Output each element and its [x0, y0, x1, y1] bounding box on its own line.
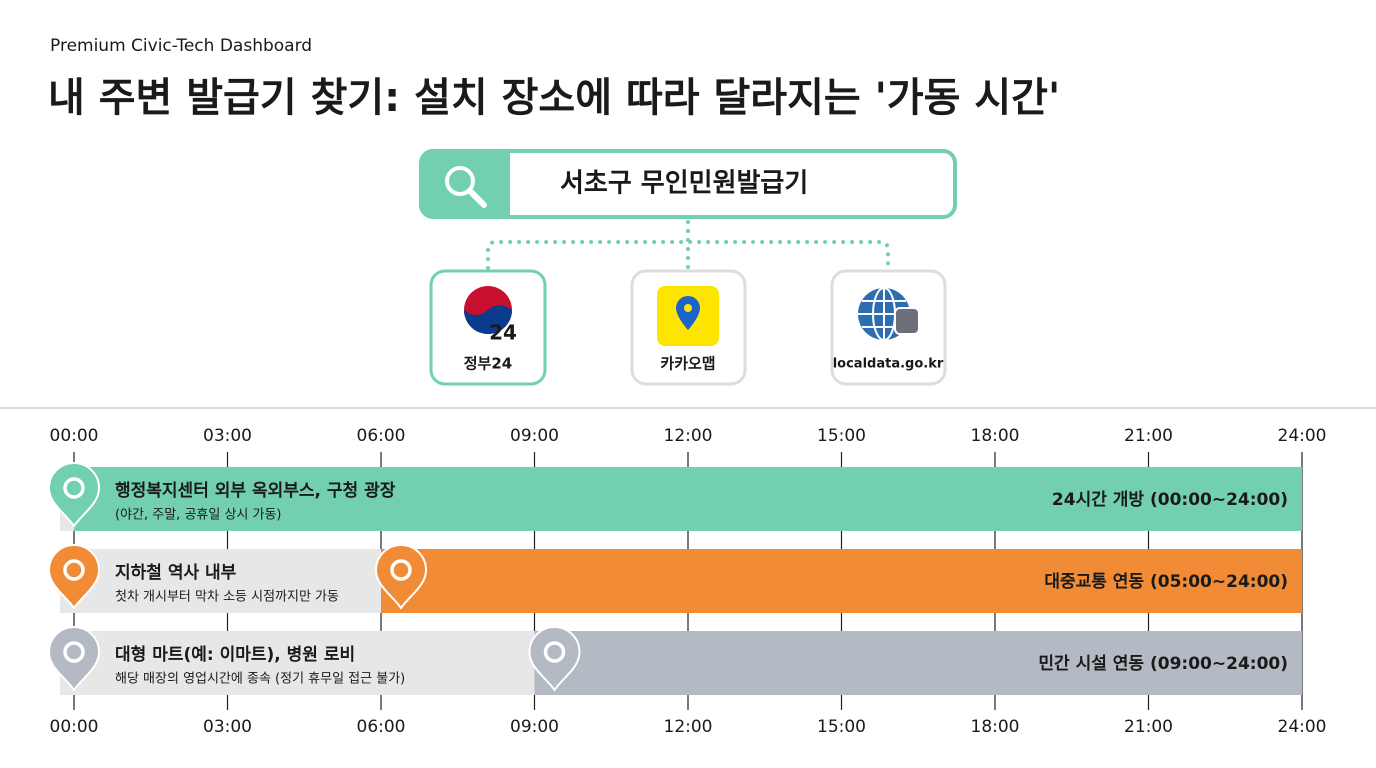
row-label: 24시간 개방 (00:00~24:00) — [1052, 490, 1288, 510]
db-icon — [894, 307, 920, 335]
x-tick-label: 00:00 — [50, 426, 99, 446]
title: 내 주변 발급기 찾기: 설치 장소에 따라 달라지는 '가동 시간' — [48, 75, 1060, 121]
x-tick-label: 24:00 — [1278, 717, 1327, 737]
kakao-pin-dot — [684, 304, 692, 312]
connectors — [486, 220, 890, 270]
pin-hole — [63, 559, 85, 581]
pin — [47, 462, 101, 528]
x-tick-label: 24:00 — [1278, 426, 1327, 446]
row-description: (야간, 주말, 공휴일 상시 가동) — [115, 508, 282, 523]
source-card[interactable]: 24 정부24 — [429, 269, 547, 386]
pin-hole — [63, 641, 85, 663]
x-tick-label: 12:00 — [664, 426, 713, 446]
pin — [47, 544, 101, 610]
search-icon — [445, 166, 475, 196]
x-tick-label: 03:00 — [203, 426, 252, 446]
source-label: localdata.go.kr — [833, 357, 944, 372]
row-name: 지하철 역사 내부 — [115, 563, 237, 583]
x-tick-label: 09:00 — [510, 717, 559, 737]
bar — [74, 467, 1302, 531]
row-description: 첫차 개시부터 막차 소등 시점까지만 가동 — [115, 590, 339, 605]
x-tick-label: 00:00 — [50, 717, 99, 737]
row-name: 대형 마트(예: 이마트), 병원 로비 — [115, 644, 355, 665]
x-tick-label: 21:00 — [1124, 717, 1173, 737]
row-name: 행정복지센터 외부 옥외부스, 구청 광장 — [115, 480, 396, 501]
pin-hole — [543, 641, 566, 663]
x-tick-label: 15:00 — [817, 717, 866, 737]
search-query: 서초구 무인민원발급기 — [560, 169, 808, 199]
x-tick-label: 06:00 — [357, 717, 406, 737]
x-tick-label: 12:00 — [664, 717, 713, 737]
row-label: 대중교통 연동 (05:00~24:00) — [1044, 572, 1288, 592]
x-tick-label: 21:00 — [1124, 426, 1173, 446]
bar — [381, 549, 1302, 613]
pin — [374, 544, 428, 610]
source-label: 카카오맵 — [660, 355, 715, 373]
kakao-pin — [676, 296, 700, 330]
gov-icon-number: 24 — [489, 321, 517, 345]
gov-icon-blue — [464, 305, 512, 334]
subtitle: Premium Civic-Tech Dashboard — [50, 36, 312, 56]
x-tick-label: 18:00 — [971, 426, 1020, 446]
source-card[interactable]: 카카오맵 — [630, 269, 747, 386]
search-box[interactable]: 서초구 무인민원발급기 — [419, 149, 957, 219]
pin — [47, 626, 101, 692]
pin-hole — [63, 477, 85, 499]
x-tick-label: 03:00 — [203, 717, 252, 737]
row-description: 해당 매장의 영업시간에 종속 (정기 휴무일 접근 불가) — [115, 672, 405, 687]
search-icon-handle — [467, 188, 487, 208]
source-label: 정부24 — [464, 355, 512, 373]
x-tick-label: 09:00 — [510, 426, 559, 446]
bar — [534, 631, 1302, 695]
pin — [528, 626, 581, 692]
row-label: 민간 시설 연동 (09:00~24:00) — [1038, 654, 1288, 674]
x-tick-label: 06:00 — [357, 426, 406, 446]
x-tick-label: 18:00 — [971, 717, 1020, 737]
search-icon-bg — [421, 151, 510, 217]
pin-hole — [390, 559, 412, 581]
timeline-chart: 행정복지센터 외부 옥외부스, 구청 광장 (야간, 주말, 공휴일 상시 가동)… — [47, 426, 1327, 737]
source-card[interactable]: localdata.go.kr — [830, 269, 947, 386]
x-tick-label: 15:00 — [817, 426, 866, 446]
